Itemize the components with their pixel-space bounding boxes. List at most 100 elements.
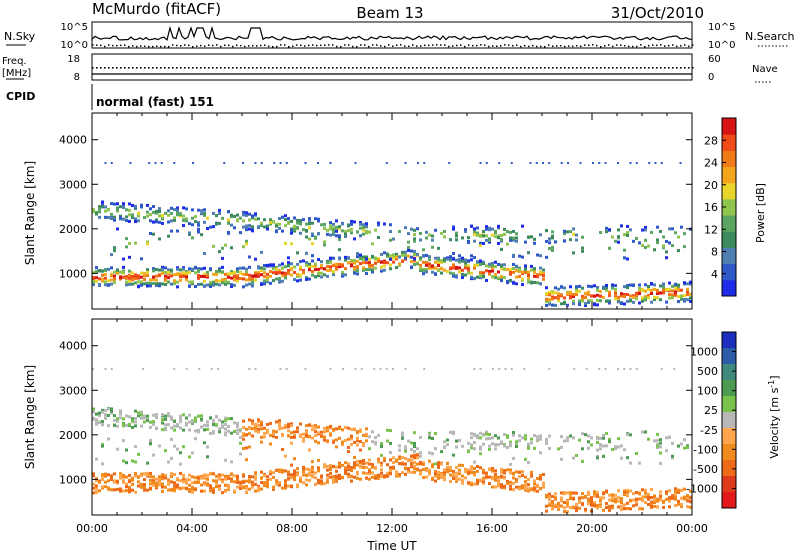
scatter-cell (563, 501, 566, 505)
nsearch-dot (136, 45, 138, 48)
scatter-cell (461, 480, 464, 484)
scatter-cell (377, 258, 380, 262)
scatter-cell (416, 453, 419, 457)
nave-dot (384, 67, 386, 69)
scatter-cell (572, 456, 575, 460)
scatter-cell (434, 469, 437, 473)
scatter-cell (224, 282, 227, 286)
scatter-cell (317, 267, 320, 271)
nsearch-dot (592, 44, 594, 46)
scatter-cell (644, 289, 647, 293)
nave-dot (476, 67, 478, 69)
scatter-cell (164, 414, 167, 418)
scatter-cell (479, 447, 482, 451)
scatter-cell (434, 431, 437, 435)
scatter-cell (614, 297, 617, 301)
scatter-cell (224, 277, 227, 281)
scatter-cell (497, 436, 500, 440)
scatter-cell (257, 424, 260, 428)
scatter-cell (95, 419, 98, 423)
scatter-cell (194, 437, 197, 441)
scatter-cell (188, 267, 191, 271)
nave-dot (264, 67, 266, 69)
scatter-cell (473, 263, 476, 267)
scatter-cell (359, 262, 362, 266)
scatter-cell (620, 504, 623, 508)
scatter-cell (350, 427, 353, 431)
scatter-cell (278, 424, 281, 428)
scatter-cell (482, 271, 485, 275)
scatter-cell (596, 440, 599, 444)
scatter-cell (197, 428, 200, 432)
scatter-cell (242, 213, 245, 217)
velocity-scatter (92, 368, 692, 514)
scatter-cell (287, 429, 290, 433)
scatter-cell (206, 275, 209, 279)
scatter-cell (137, 414, 140, 418)
scatter-cell (623, 489, 626, 493)
scatter-cell (152, 420, 155, 424)
scatter-cell (248, 418, 251, 422)
scatter-cell (95, 484, 98, 488)
scatter-cell (626, 292, 629, 296)
scatter-cell (95, 422, 98, 426)
scatter-cell (515, 236, 518, 240)
scatter-cell (191, 216, 194, 220)
scatter-cell (209, 267, 212, 271)
scatter-cell (602, 436, 605, 440)
scatter-cell (119, 474, 122, 478)
colorbar-segment (722, 150, 736, 168)
scatter-cell (599, 436, 602, 440)
scatter-cell (104, 162, 107, 164)
scatter-cell (275, 420, 278, 424)
scatter-cell (539, 451, 542, 455)
scatter-cell (629, 283, 632, 287)
scatter-cell (410, 454, 413, 458)
nave-dot (576, 67, 578, 69)
scatter-cell (230, 472, 233, 476)
scatter-cell (479, 368, 482, 370)
scatter-cell (311, 254, 314, 258)
scatter-cell (134, 277, 137, 281)
scatter-cell (210, 368, 213, 370)
scatter-cell (212, 418, 215, 422)
scatter-cell (467, 468, 470, 472)
scatter-cell (404, 446, 407, 450)
scatter-cell (116, 480, 119, 484)
scatter-cell (279, 162, 282, 164)
nsearch-dot (500, 45, 502, 47)
scatter-cell (617, 228, 620, 232)
scatter-cell (503, 444, 506, 448)
scatter-cell (179, 426, 182, 430)
scatter-cell (329, 227, 332, 231)
scatter-cell (365, 222, 368, 226)
scatter-cell (551, 303, 554, 307)
scatter-cell (500, 474, 503, 478)
scatter-cell (629, 228, 632, 232)
scatter-cell (413, 449, 416, 453)
scatter-cell (248, 480, 251, 484)
scatter-cell (131, 482, 134, 486)
nsearch-dot (504, 44, 506, 46)
scatter-cell (530, 473, 533, 477)
scatter-cell (314, 426, 317, 430)
scatter-cell (251, 216, 254, 220)
scatter-cell (113, 215, 116, 219)
nave-tick-top: 60 (708, 54, 721, 65)
scatter-cell (647, 296, 650, 300)
y-tick-label: 1000 (59, 267, 87, 280)
scatter-cell (413, 464, 416, 468)
scatter-cell (389, 429, 392, 433)
scatter-cell (587, 300, 590, 304)
scatter-cell (161, 475, 164, 479)
scatter-cell (611, 286, 614, 290)
scatter-cell (455, 475, 458, 479)
scatter-cell (509, 444, 512, 448)
nsearch-dot (272, 45, 274, 48)
scatter-cell (557, 507, 560, 511)
scatter-cell (593, 490, 596, 494)
scatter-cell (104, 280, 107, 284)
scatter-cell (179, 213, 182, 217)
scatter-cell (341, 441, 344, 445)
scatter-cell (146, 488, 149, 492)
